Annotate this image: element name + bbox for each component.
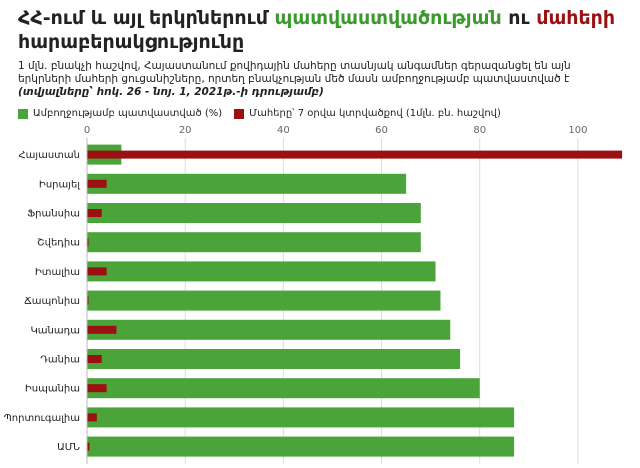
legend-label-deaths: Մահերը՝ 7 օրվա կտրվածքով (1մլն. բն. հաշվ… <box>249 108 501 119</box>
bar-deaths <box>87 413 97 422</box>
category-label: Ճապոնիա <box>24 296 80 307</box>
legend-swatch-vaccinated <box>18 108 28 119</box>
source-note: (տվյալները՝ հոկ. 26 - նոյ. 1, 2021թ.-ի դ… <box>18 86 324 98</box>
x-tick-label: 80 <box>473 125 486 136</box>
category-label: Իսպանիա <box>25 384 80 395</box>
category-label: Հայաստան <box>18 150 80 161</box>
legend-item-deaths: Մահերը՝ 7 օրվա կտրվածքով (1մլն. բն. հաշվ… <box>234 108 501 119</box>
bar-vaccinated <box>87 261 436 282</box>
title-part3: հարաբերակցությունը <box>18 31 245 53</box>
bar-deaths <box>87 238 89 247</box>
legend-item-vaccinated: Ամբողջությամբ պատվաստված (%) <box>18 108 222 119</box>
bar-deaths <box>87 384 107 393</box>
legend-swatch-deaths <box>234 108 245 119</box>
bar-deaths <box>87 442 90 451</box>
bar-deaths <box>87 355 102 363</box>
x-tick-label: 0 <box>84 125 90 136</box>
bar-vaccinated <box>87 290 441 311</box>
bar-vaccinated <box>87 173 407 194</box>
x-tick-label: 40 <box>277 125 290 136</box>
x-tick-label: 20 <box>179 125 192 136</box>
chart-description: 1 մլն. բնակչի հաշվով, Հայաստանում քովիդա… <box>18 60 623 99</box>
category-label: Պորտուգալիա <box>4 413 80 424</box>
category-label: Շվեդիա <box>37 238 80 249</box>
legend-label-vaccinated: Ամբողջությամբ պատվաստված (%) <box>33 108 223 119</box>
category-label: Կանադա <box>30 325 80 336</box>
bar-vaccinated <box>87 319 451 340</box>
bar-deaths <box>87 267 107 276</box>
x-tick-label: 60 <box>375 125 388 136</box>
bar-vaccinated <box>87 203 421 223</box>
bar-deaths <box>87 296 89 305</box>
category-label: Իսրայել <box>39 179 81 190</box>
category-label: Ֆրանսիա <box>27 209 80 220</box>
title-deaths: մահերի <box>536 7 616 29</box>
description-text: 1 մլն. բնակչի հաշվով, Հայաստանում քովիդա… <box>18 60 571 85</box>
bar-deaths <box>87 179 107 188</box>
bar-chart: 0 20 40 60 80 100 Հայաստան Իսրայել Ֆրանսիա Շվեդիա… <box>4 125 623 464</box>
bar-deaths <box>87 150 623 159</box>
bar-vaccinated <box>87 349 461 369</box>
chart-title: ՀՀ-ում և այլ երկրներում պատվաստվածության… <box>18 6 628 54</box>
title-part2: ու <box>501 7 537 29</box>
bar-deaths <box>87 209 102 217</box>
legend: Ամբողջությամբ պատվաստված (%) Մահերը՝ 7 օ… <box>18 108 513 119</box>
bar-deaths <box>87 325 117 334</box>
category-label: Դանիա <box>40 355 80 366</box>
bar-vaccinated <box>87 232 421 253</box>
category-label: Իտալիա <box>35 267 80 278</box>
bar-vaccinated <box>87 407 515 428</box>
bar-vaccinated <box>87 378 480 399</box>
title-vaccination: պատվաստվածության <box>274 7 502 29</box>
x-tick-label: 100 <box>568 125 587 136</box>
category-label: ԱՄՆ <box>57 442 80 453</box>
bar-vaccinated <box>87 436 515 457</box>
title-part1: ՀՀ-ում և այլ երկրներում <box>18 7 275 29</box>
